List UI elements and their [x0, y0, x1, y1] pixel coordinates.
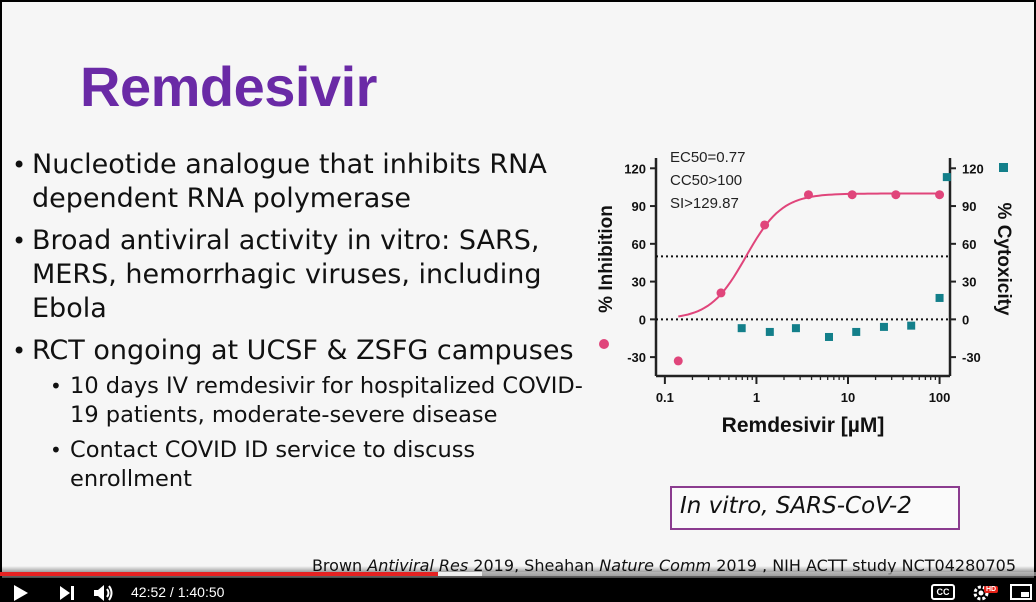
bullet-list: Nucleotide analogue that inhibits RNA de… — [12, 148, 602, 500]
x-tick-label: 0.1 — [656, 390, 674, 405]
sub-bullet-item: Contact COVID ID service to discuss enro… — [12, 436, 602, 494]
slide: Remdesivir Nucleotide analogue that inhi… — [2, 2, 1034, 578]
cytotoxicity-point — [824, 332, 833, 341]
x-tick-label: 10 — [841, 390, 855, 405]
progress-buffered — [438, 572, 482, 576]
progress-played — [0, 572, 439, 576]
y-tick-label-right: 60 — [962, 237, 976, 252]
cytotoxicity-point — [852, 327, 861, 336]
settings-gear-icon[interactable] — [972, 584, 992, 602]
sub-bullet-item: 10 days IV remdesivir for hospitalized C… — [12, 372, 602, 430]
y-tick-label-right: 120 — [962, 161, 984, 176]
fullscreen-icon[interactable] — [1010, 584, 1032, 600]
x-axis-label: Remdesivir [µM] — [722, 414, 885, 437]
in-vitro-note: In vitro, SARS-CoV-2 — [670, 486, 960, 530]
y-tick-label-left: 90 — [632, 199, 646, 214]
chart-annotation: EC50=0.77 — [670, 149, 745, 166]
y-tick-label-right: 30 — [962, 275, 976, 290]
progress-bar[interactable] — [0, 572, 1036, 576]
x-tick-label: 1 — [753, 390, 760, 405]
dose-response-chart: 120 120 90 90 60 60 30 30 0 0 -30 -30 0.1 1 10 100 Remde… — [590, 138, 1030, 448]
y-tick-label-right: -30 — [962, 350, 981, 365]
inhibition-point — [760, 220, 770, 230]
cytotoxicity-point — [935, 293, 944, 302]
legend-marker-cytotoxicity — [999, 163, 1008, 172]
inhibition-point — [935, 190, 945, 200]
slide-title: Remdesivir — [80, 55, 377, 118]
inhibition-point — [891, 190, 901, 200]
chart-annotation: CC50>100 — [670, 172, 742, 189]
time-display: 42:52 / 1:40:50 — [131, 584, 225, 600]
y-tick-label-left: 0 — [639, 312, 646, 327]
y-tick-label-right: 90 — [962, 199, 976, 214]
cytotoxicity-point — [907, 321, 916, 330]
y-axis-label-left: % Inhibition — [596, 205, 617, 313]
bullet-item: Nucleotide analogue that inhibits RNA de… — [12, 148, 602, 216]
y-axis-label-right: % Cytoxicity — [993, 203, 1014, 316]
cytotoxicity-point — [737, 324, 746, 333]
inhibition-point — [847, 190, 857, 200]
y-tick-label-left: 30 — [632, 275, 646, 290]
cytotoxicity-point — [791, 324, 800, 333]
captions-icon[interactable]: CC — [931, 584, 955, 600]
volume-icon[interactable] — [93, 584, 115, 602]
inhibition-point — [803, 190, 813, 200]
y-tick-label-right: 0 — [962, 312, 969, 327]
chart-annotation: SI>129.87 — [670, 195, 739, 212]
y-tick-label-left: -30 — [627, 350, 646, 365]
inhibition-point — [673, 356, 683, 366]
chart-svg: 120 120 90 90 60 60 30 30 0 0 -30 -30 0.1 1 10 100 Remde… — [596, 149, 1014, 437]
cytotoxicity-point — [765, 327, 774, 336]
x-tick-label: 100 — [929, 390, 951, 405]
y-tick-label-left: 60 — [632, 237, 646, 252]
bullet-item: RCT ongoing at UCSF & ZSFG campuses — [12, 334, 602, 368]
inhibition-point — [716, 288, 726, 298]
play-icon[interactable] — [12, 584, 30, 602]
bullet-item: Broad antiviral activity in vitro: SARS,… — [12, 224, 602, 326]
next-icon[interactable] — [58, 584, 76, 602]
y-tick-label-left: 120 — [624, 161, 646, 176]
cytotoxicity-point — [942, 173, 951, 182]
legend-marker-inhibition — [599, 339, 609, 349]
cytotoxicity-point — [879, 322, 888, 331]
hd-badge: HD — [984, 586, 999, 593]
